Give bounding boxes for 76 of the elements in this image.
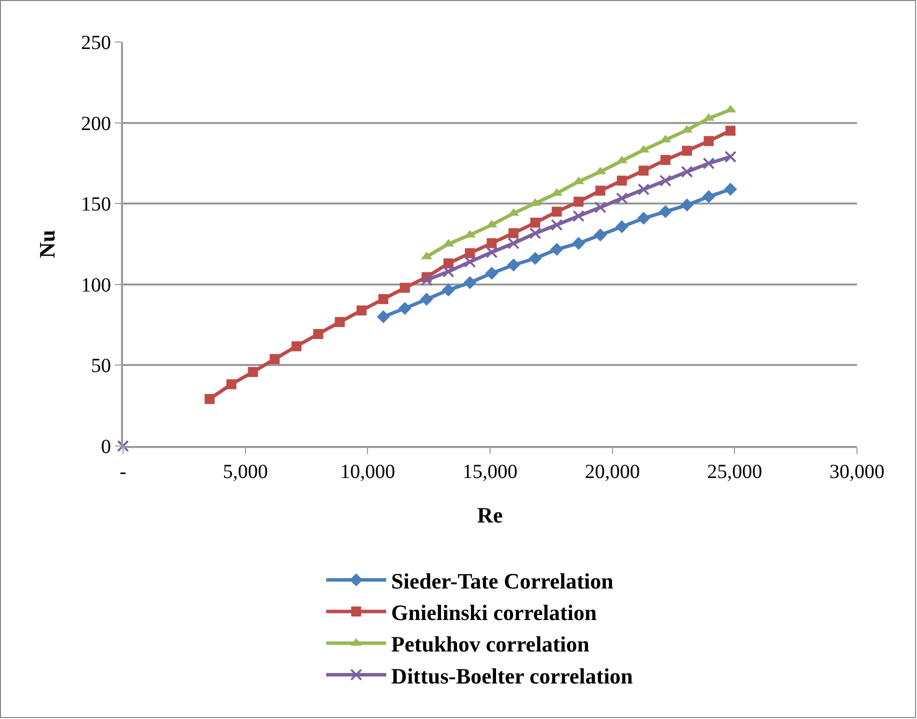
point xyxy=(660,154,670,165)
x-tick-label: 10,000 xyxy=(340,461,396,483)
legend-label: Petukhov correlation xyxy=(391,632,590,657)
point xyxy=(506,258,520,272)
point xyxy=(702,157,715,170)
point xyxy=(704,136,714,146)
point xyxy=(464,256,476,268)
point xyxy=(291,341,302,352)
point xyxy=(550,218,563,231)
point xyxy=(616,192,628,204)
point xyxy=(507,237,520,250)
point xyxy=(638,166,649,176)
point xyxy=(400,282,410,293)
point xyxy=(463,276,476,290)
point xyxy=(680,166,693,178)
y-tick-label: 50 xyxy=(91,355,111,378)
x-tick-label: 25,000 xyxy=(707,461,762,483)
point xyxy=(398,302,412,315)
point xyxy=(594,201,606,214)
point xyxy=(356,305,367,316)
y-axis-title: Nu xyxy=(34,230,60,258)
x-tick-label: 5,000 xyxy=(222,461,268,483)
point xyxy=(724,150,737,163)
point xyxy=(443,258,454,268)
point xyxy=(724,182,738,196)
point xyxy=(486,246,498,258)
point xyxy=(616,176,627,186)
point xyxy=(334,317,345,328)
y-tick-label: 200 xyxy=(81,112,111,135)
point xyxy=(638,183,650,196)
point xyxy=(508,228,518,238)
y-tick-label: 250 xyxy=(81,32,111,54)
point xyxy=(248,366,258,377)
point xyxy=(376,310,390,324)
point xyxy=(464,248,475,258)
x-tick-label: 20,000 xyxy=(584,461,640,483)
x-tick-label: 30,000 xyxy=(830,461,884,483)
point xyxy=(486,238,497,248)
point xyxy=(378,294,388,304)
point xyxy=(615,220,628,234)
point xyxy=(420,292,434,306)
point xyxy=(682,146,692,156)
legend-label: Sieder-Tate Correlation xyxy=(391,568,614,594)
x-tick-label: - xyxy=(120,461,126,483)
x-tick-label: 15,000 xyxy=(462,461,518,483)
point xyxy=(485,266,498,280)
point xyxy=(595,186,606,196)
point xyxy=(442,266,454,278)
point xyxy=(702,190,716,204)
point xyxy=(680,198,694,212)
point xyxy=(204,394,215,404)
point xyxy=(574,196,584,207)
point xyxy=(572,210,585,222)
point xyxy=(226,379,236,390)
point xyxy=(637,212,650,225)
point xyxy=(659,174,672,187)
point xyxy=(550,242,564,256)
point xyxy=(442,284,455,297)
legend-label: Dittus-Boelter correlation xyxy=(391,663,633,688)
point xyxy=(420,274,433,286)
point xyxy=(117,440,129,452)
point xyxy=(313,329,324,340)
point xyxy=(726,126,736,136)
point xyxy=(528,252,542,265)
point xyxy=(658,205,672,218)
point xyxy=(552,206,562,217)
point xyxy=(270,354,280,364)
point xyxy=(594,228,607,242)
y-tick-label: 0 xyxy=(101,436,111,458)
point xyxy=(529,227,542,240)
point xyxy=(572,236,586,250)
legend-label: Gnielinski correlation xyxy=(391,600,597,626)
y-tick-label: 100 xyxy=(81,274,111,296)
y-tick-label: 150 xyxy=(81,194,111,216)
point xyxy=(530,218,540,228)
x-axis-title: Re xyxy=(477,502,504,528)
